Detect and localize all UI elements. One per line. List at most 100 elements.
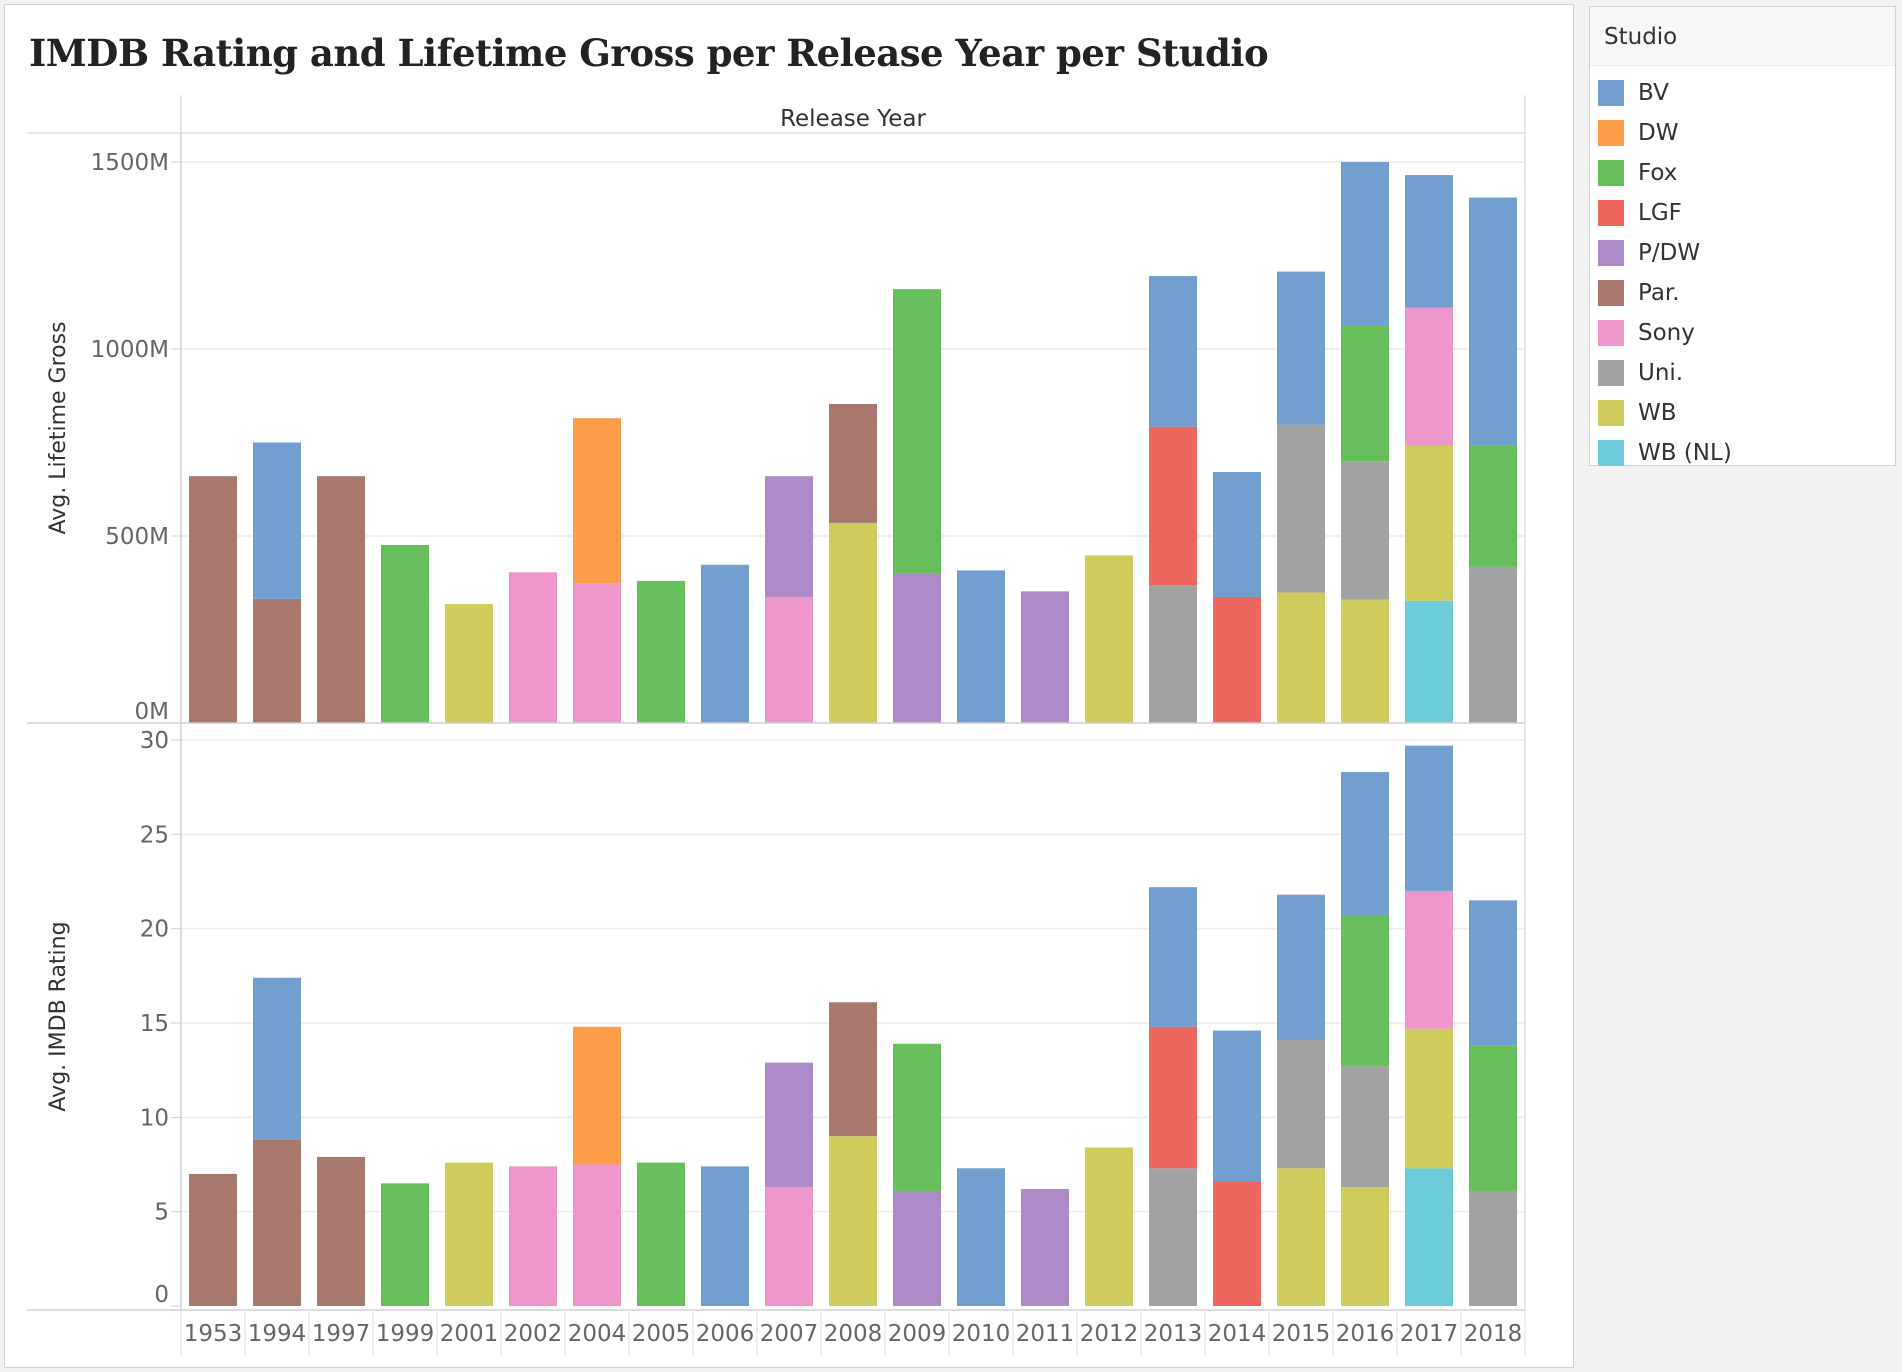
x-tick-label: 2009 — [888, 1321, 947, 1347]
bar-segment-p-dw — [1021, 591, 1069, 723]
bar-segment-fox — [637, 1162, 685, 1306]
bar-segment-wb — [1277, 1168, 1325, 1306]
y-tick-label: 0M — [135, 699, 169, 725]
x-tick-label: 2017 — [1400, 1321, 1459, 1347]
bar-segment-wb — [1405, 445, 1453, 601]
y-tick-label: 1000M — [91, 337, 169, 363]
bar-segment-bv — [1149, 887, 1197, 1027]
x-tick-label: 1997 — [312, 1321, 371, 1347]
bar-segment-bv — [1405, 745, 1453, 891]
bar-segment-p-dw — [1021, 1189, 1069, 1306]
legend-item[interactable]: P/DW — [1598, 233, 1700, 273]
legend-label: Uni. — [1638, 360, 1684, 386]
legend-swatch — [1598, 160, 1624, 186]
legend-label: Par. — [1638, 280, 1680, 306]
bar-segment-bv — [1149, 276, 1197, 427]
bar-segment-dw — [573, 418, 621, 584]
bar-segment-wb — [1341, 1187, 1389, 1306]
legend-item[interactable]: Par. — [1598, 273, 1680, 313]
bar-segment-wb — [829, 522, 877, 723]
legend-label: WB — [1638, 400, 1677, 426]
bar-segment-bv — [701, 564, 749, 723]
bar-segment-wb — [829, 1136, 877, 1306]
legend-label: Fox — [1638, 160, 1678, 186]
legend-item[interactable]: Uni. — [1598, 353, 1683, 393]
y-tick-label: 0 — [154, 1282, 169, 1308]
bar-segment-lgf — [1213, 1181, 1261, 1306]
bar-segment-uni- — [1469, 566, 1517, 723]
bar-segment-lgf — [1149, 426, 1197, 586]
y-tick-label: 20 — [140, 917, 169, 943]
bar-segment-dw — [573, 1026, 621, 1165]
bar-segment-par- — [253, 1139, 301, 1306]
x-tick-label: 2011 — [1016, 1321, 1075, 1347]
legend-item[interactable]: DW — [1598, 113, 1678, 153]
bar-segment-fox — [893, 289, 941, 574]
bar-segment-par- — [317, 476, 365, 723]
legend-item[interactable]: LGF — [1598, 193, 1682, 233]
legend-item[interactable]: WB (NL) — [1598, 433, 1732, 473]
bar-segment-par- — [829, 1002, 877, 1137]
legend-label: Sony — [1638, 320, 1695, 346]
x-tick-label: 2016 — [1336, 1321, 1395, 1347]
bar-segment-sony — [573, 583, 621, 723]
x-tick-label: 2001 — [440, 1321, 499, 1347]
legend-item[interactable]: Sony — [1598, 313, 1695, 353]
bar-segment-lgf — [1149, 1026, 1197, 1169]
bar-segment-fox — [1341, 915, 1389, 1067]
legend-swatch — [1598, 80, 1624, 106]
bar-segment-wb — [1341, 599, 1389, 723]
x-tick-label: 2006 — [696, 1321, 755, 1347]
bar-segment-sony — [765, 1187, 813, 1306]
bar-segment-uni- — [1341, 1066, 1389, 1188]
bar-segment-p-dw — [765, 1062, 813, 1188]
bar-segment-sony — [1405, 890, 1453, 1029]
bar-segment-bv — [1341, 772, 1389, 916]
chart-canvas: Release Year 0M 500M 1000M 1500M Avg. Lifetim… — [27, 95, 1526, 1355]
bar-segment-bv — [1469, 900, 1517, 1046]
x-tick-label: 1999 — [376, 1321, 435, 1347]
legend-swatch — [1598, 120, 1624, 146]
legend-swatch — [1598, 200, 1624, 226]
legend-item[interactable]: Fox — [1598, 153, 1677, 193]
bar-segment-wb — [445, 1162, 493, 1306]
y-tick-label: 30 — [140, 728, 169, 754]
x-tick-label: 1994 — [248, 1321, 307, 1347]
x-tick-label: 2018 — [1464, 1321, 1523, 1347]
bar-segment-fox — [1469, 445, 1517, 567]
bar-segment-lgf — [1213, 596, 1261, 723]
bar-segment-bv — [1213, 472, 1261, 597]
legend-item[interactable]: WB — [1598, 393, 1677, 433]
bar-segment-fox — [381, 544, 429, 723]
bar-segment-fox — [1341, 325, 1389, 462]
x-tick-label: 2015 — [1272, 1321, 1331, 1347]
x-tick-label: 2014 — [1208, 1321, 1267, 1347]
x-tick-label: 2005 — [632, 1321, 691, 1347]
x-tick-label: 2008 — [824, 1321, 883, 1347]
legend-swatch — [1598, 400, 1624, 426]
bar-segment-sony — [509, 572, 557, 723]
bar-segment-uni- — [1277, 424, 1325, 593]
bar-segment-bv — [253, 977, 301, 1140]
bar-segment-bv — [1213, 1030, 1261, 1182]
legend-label: LGF — [1638, 200, 1682, 226]
legend-label: BV — [1638, 80, 1669, 106]
column-header-label: Release Year — [780, 106, 926, 132]
x-tick-label: 2004 — [568, 1321, 627, 1347]
bar-segment-bv — [957, 570, 1005, 723]
x-tick-label: 2007 — [760, 1321, 819, 1347]
legend-item[interactable]: BV — [1598, 73, 1669, 113]
bar-segment-wb-nl- — [1405, 1168, 1453, 1306]
bar-segment-uni- — [1469, 1190, 1517, 1306]
legend-swatch — [1598, 440, 1624, 466]
chart-panel: IMDB Rating and Lifetime Gross per Relea… — [4, 4, 1574, 1368]
bar-segment-p-dw — [765, 476, 813, 597]
bar-segment-sony — [1405, 307, 1453, 446]
bar-segment-uni- — [1149, 1168, 1197, 1306]
x-tick-label: 2010 — [952, 1321, 1011, 1347]
bar-segment-p-dw — [893, 1190, 941, 1306]
legend-swatch — [1598, 320, 1624, 346]
bar-segment-bv — [1277, 894, 1325, 1040]
bar-segment-uni- — [1149, 585, 1197, 723]
bar-segment-uni- — [1277, 1039, 1325, 1169]
